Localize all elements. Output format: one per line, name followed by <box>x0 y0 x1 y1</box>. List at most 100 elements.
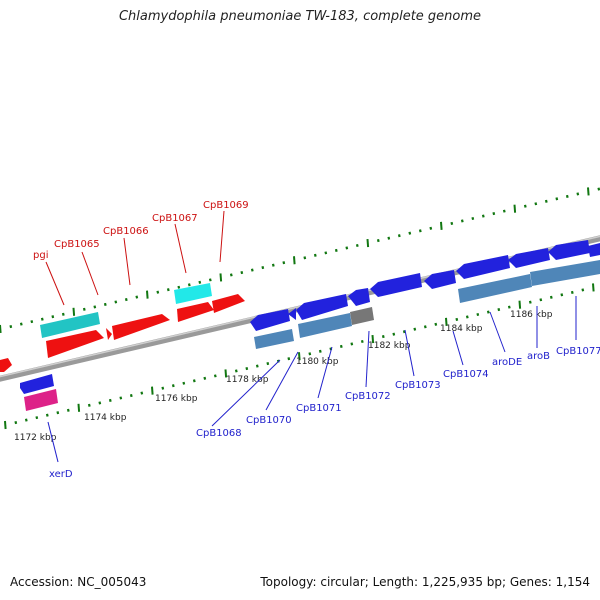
minor-tick <box>56 411 60 415</box>
inner-tick-track <box>4 283 595 430</box>
gene-label-cpb1073[interactable]: CpB1073 <box>395 380 441 391</box>
forward-genes <box>0 283 245 372</box>
minor-tick <box>408 231 412 235</box>
feature-cpb1068[interactable] <box>254 329 294 349</box>
minor-tick <box>397 234 401 238</box>
gene-label-cpb1067[interactable]: CpB1067 <box>152 213 198 224</box>
minor-tick <box>345 246 349 250</box>
gene-arrow-cpb1066[interactable] <box>112 314 170 340</box>
minor-tick <box>82 307 86 311</box>
minor-tick <box>255 364 259 368</box>
gene-arrow-cpb1077[interactable] <box>548 240 590 260</box>
gene-label-cpb1070[interactable]: CpB1070 <box>246 415 292 426</box>
reverse-gene-labels: xerD CpB1068 CpB1070 CpB1071 CpB1072 CpB… <box>49 346 600 480</box>
gene-arrow-cpb1068[interactable] <box>250 309 290 331</box>
minor-tick <box>313 253 317 257</box>
gene-arrow-cpb1065-rna[interactable] <box>40 312 100 338</box>
minor-tick <box>560 293 564 297</box>
leader-cpb1072 <box>365 330 370 388</box>
minor-tick <box>423 325 427 329</box>
minor-tick <box>271 263 275 267</box>
minor-tick <box>376 239 380 243</box>
leader-arode <box>489 311 506 353</box>
minor-tick <box>261 266 265 270</box>
minor-tick <box>129 393 133 398</box>
major-tick <box>77 403 81 412</box>
minor-tick <box>287 357 291 361</box>
minor-tick <box>192 379 196 383</box>
minor-tick <box>61 312 65 316</box>
gene-label-pgi[interactable]: pgi <box>33 250 48 261</box>
gene-arrow-cpb1072[interactable] <box>348 288 370 306</box>
minor-tick <box>555 197 559 201</box>
gene-label-cpb1066[interactable]: CpB1066 <box>103 226 149 237</box>
leader-cpb1073 <box>404 329 415 377</box>
minor-tick <box>198 280 202 284</box>
gene-label-cpb1071[interactable]: CpB1071 <box>296 403 342 414</box>
minor-tick <box>565 194 569 198</box>
gene-label-cpb1065[interactable]: CpB1065 <box>54 239 100 250</box>
minor-tick <box>481 214 485 218</box>
gene-label-cpb1069[interactable]: CpB1069 <box>203 200 249 211</box>
minor-tick <box>334 248 338 252</box>
gene-arrow-arode[interactable] <box>456 255 510 279</box>
minor-tick <box>523 204 527 208</box>
major-tick <box>146 290 149 299</box>
gene-label-cpb1077[interactable]: CpB1077 <box>556 346 600 357</box>
leader-cpb1071 <box>317 346 333 399</box>
gene-arrow-cpb1074[interactable] <box>424 270 456 289</box>
map-title: Chlamydophila pneumoniae TW-183, complet… <box>118 9 482 24</box>
major-tick <box>366 238 370 248</box>
feature-cpb1072[interactable] <box>350 307 374 325</box>
gene-arrow-cpb1067-rna[interactable] <box>174 283 212 304</box>
leader-cpb1069 <box>219 210 225 263</box>
gene-label-arode[interactable]: aroDE <box>492 357 522 368</box>
gene-label-arob[interactable]: aroB <box>527 351 550 362</box>
tick-label: 1178 kbp <box>226 375 269 385</box>
minor-tick <box>124 297 128 302</box>
gene-label-xerd[interactable]: xerD <box>49 469 73 480</box>
gene-arrow-cpb1073[interactable] <box>370 273 422 297</box>
minor-tick <box>98 401 102 405</box>
major-tick <box>298 352 301 361</box>
minor-tick <box>108 398 112 402</box>
minor-tick <box>161 386 165 390</box>
minor-tick <box>581 288 585 292</box>
gene-label-cpb1068[interactable]: CpB1068 <box>196 428 242 439</box>
genome-summary: Topology: circular; Length: 1,225,935 bp… <box>260 575 590 589</box>
minor-tick <box>240 270 244 275</box>
minor-tick <box>355 243 359 248</box>
gene-arrow-cpb1065[interactable] <box>46 330 104 358</box>
gene-arrow-small[interactable] <box>106 328 112 340</box>
gene-arrow-arob[interactable] <box>508 248 550 268</box>
gene-arrow-cpb1077-tail[interactable] <box>588 243 600 257</box>
minor-tick <box>381 335 385 339</box>
major-tick <box>219 273 223 282</box>
minor-tick <box>392 332 396 336</box>
major-tick <box>72 307 76 316</box>
minor-tick <box>203 376 207 380</box>
tick-label: 1176 kbp <box>155 394 198 404</box>
minor-tick <box>429 226 433 230</box>
gene-arrow-xerd[interactable] <box>20 374 54 394</box>
minor-tick <box>9 324 13 329</box>
feature-arob[interactable] <box>530 260 600 286</box>
minor-tick <box>544 199 548 203</box>
major-tick <box>518 300 522 309</box>
gene-arrow-cpb1071[interactable] <box>296 294 348 320</box>
minor-tick <box>87 403 91 407</box>
gene-label-cpb1074[interactable]: CpB1074 <box>443 369 489 380</box>
gene-label-cpb1072[interactable]: CpB1072 <box>345 391 391 402</box>
gene-arrow-cpb1067[interactable] <box>177 302 214 322</box>
feature-arode[interactable] <box>458 274 532 303</box>
leader-cpb1068 <box>211 359 281 427</box>
leader-cpb1074 <box>452 330 464 366</box>
feature-cpb1071[interactable] <box>298 313 352 338</box>
gene-arrow-pgi[interactable] <box>0 358 12 372</box>
minor-tick <box>387 236 391 240</box>
gene-arrow-cpb1069[interactable] <box>212 294 245 313</box>
minor-tick <box>324 251 328 255</box>
gene-arrow-xerd-feature[interactable] <box>24 389 58 411</box>
gene-arrow-cpb1070[interactable] <box>288 308 296 320</box>
